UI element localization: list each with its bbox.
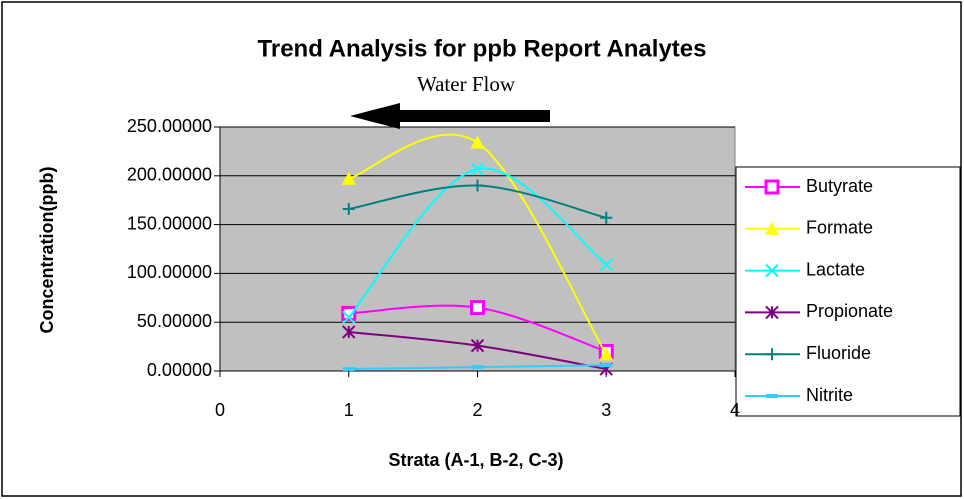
x-tick-label: 2	[472, 400, 482, 420]
y-tick-label: 250.00000	[127, 116, 212, 136]
marker	[470, 300, 485, 316]
legend-label: Fluoride	[806, 343, 871, 363]
annotation: Water Flow	[417, 72, 516, 96]
x-tick-label: 4	[730, 400, 740, 420]
legend-item: Fluoride	[745, 343, 871, 363]
legend-item: Butyrate	[745, 176, 873, 196]
marker	[766, 348, 778, 361]
marker	[471, 179, 484, 192]
y-tick-label: 100.00000	[127, 262, 212, 282]
legend-label: Formate	[806, 218, 873, 238]
marker	[342, 202, 355, 215]
marker	[600, 211, 613, 224]
flow-arrow	[350, 103, 550, 129]
y-tick-label: 50.00000	[137, 311, 212, 331]
marker	[342, 310, 356, 325]
plot-area	[219, 126, 736, 372]
marker	[341, 305, 357, 321]
marker	[765, 263, 779, 278]
legend-label: Propionate	[806, 301, 893, 321]
marker	[765, 221, 779, 235]
legend-label: Lactate	[806, 259, 865, 279]
y-tick-label: 200.00000	[127, 165, 212, 185]
marker	[764, 179, 780, 195]
marker	[342, 325, 356, 339]
arrow-shaft	[398, 110, 550, 122]
marker	[470, 162, 485, 176]
marker	[341, 171, 356, 185]
marker	[599, 257, 613, 272]
legend-label: Nitrite	[806, 385, 853, 405]
marker	[470, 135, 485, 149]
arrow-head	[350, 103, 400, 129]
x-tick-label: 0	[215, 400, 225, 420]
marker	[765, 305, 779, 320]
legend-item: Propionate	[745, 301, 893, 321]
marker	[599, 347, 614, 361]
y-tick-label: 150.00000	[127, 213, 212, 233]
y-tick-label: 0.00000	[147, 360, 212, 380]
x-axis-title: Strata (A-1, B-2, C-3)	[388, 450, 563, 470]
marker	[470, 338, 485, 353]
legend-item: Lactate	[745, 259, 865, 279]
legend-item: Nitrite	[745, 385, 853, 405]
legend-label: Butyrate	[806, 176, 873, 196]
legend-box	[735, 166, 961, 417]
y-axis-title: Concentration(ppb)	[37, 167, 57, 334]
legend-item: Formate	[745, 218, 873, 238]
x-tick-label: 3	[601, 400, 611, 420]
x-tick-label: 1	[344, 400, 354, 420]
chart-title: Trend Analysis for ppb Report Analytes	[258, 35, 707, 62]
